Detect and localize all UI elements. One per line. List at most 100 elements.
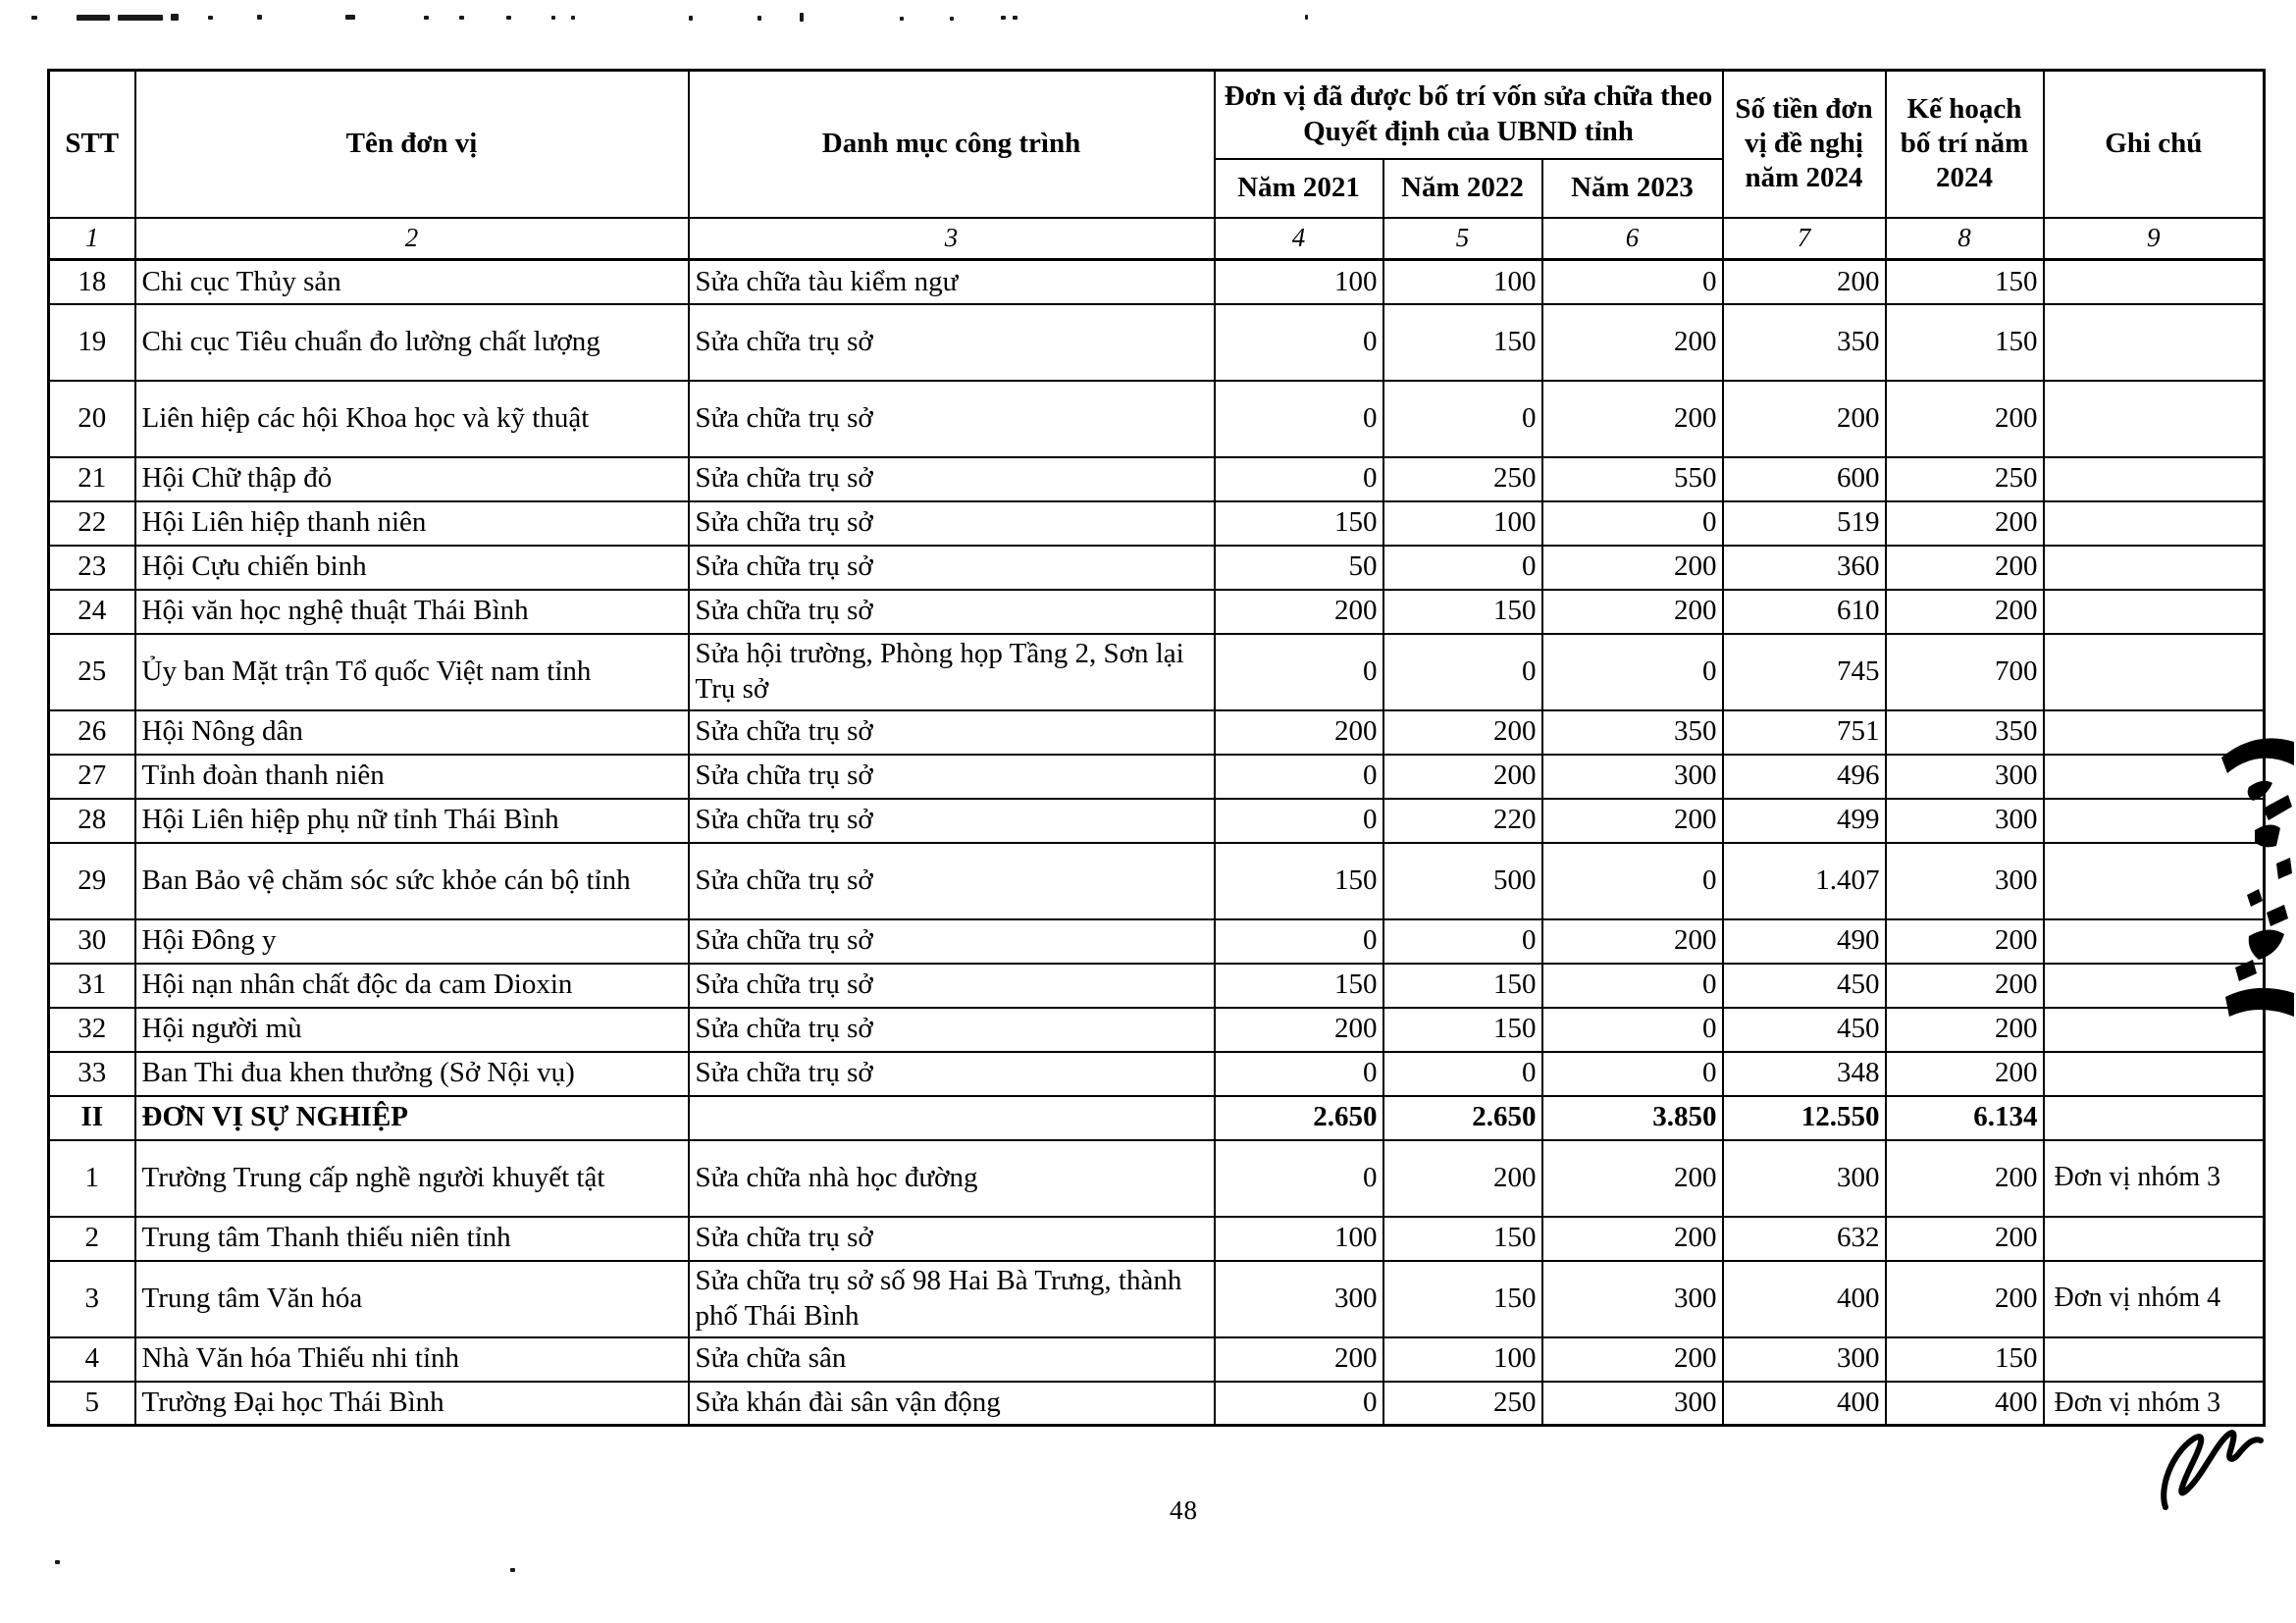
table-row: 33 Ban Thi đua khen thưởng (Sở Nội vụ) S… bbox=[47, 1050, 2266, 1097]
cell-de-nghi-2024: 496 bbox=[1721, 753, 1887, 800]
cell-de-nghi-2024: 632 bbox=[1721, 1215, 1887, 1262]
header-danh-muc: Danh mục công trình bbox=[687, 69, 1216, 219]
cell-danh-muc: Sửa chữa trụ sở bbox=[687, 588, 1216, 635]
cell-de-nghi-2024: 200 bbox=[1721, 258, 1887, 305]
cell-ke-hoach-2024: 300 bbox=[1884, 753, 2045, 800]
cell-ten-don-vi: Trung tâm Thanh thiếu niên tỉnh bbox=[133, 1215, 690, 1262]
cell-de-nghi-2024: 300 bbox=[1721, 1138, 1887, 1218]
cell-nam-2021: 200 bbox=[1213, 1006, 1384, 1053]
stamp-ink bbox=[2221, 738, 2294, 1017]
cell-stt: 30 bbox=[47, 917, 136, 965]
table-row: 25 Ủy ban Mặt trận Tổ quốc Việt nam tỉnh… bbox=[47, 632, 2266, 711]
cell-nam-2021: 0 bbox=[1213, 1050, 1384, 1097]
cell-de-nghi-2024: 745 bbox=[1721, 632, 1887, 711]
cell-stt: 23 bbox=[47, 544, 136, 591]
cell-nam-2021: 0 bbox=[1213, 632, 1384, 711]
cell-ke-hoach-2024: 400 bbox=[1884, 1380, 2045, 1427]
header-ghi-chu: Ghi chú bbox=[2042, 69, 2266, 219]
cell-nam-2022: 0 bbox=[1382, 379, 1543, 458]
budget-table: STT Tên đơn vị Danh mục công trình Đơn v… bbox=[47, 69, 2267, 1427]
cell-de-nghi-2024: 499 bbox=[1721, 797, 1887, 844]
cell-ke-hoach-2024: 200 bbox=[1884, 1215, 2045, 1262]
cell-de-nghi-2024: 360 bbox=[1721, 544, 1887, 591]
page-number: 48 bbox=[1170, 1495, 1198, 1525]
cell-ghi-chu bbox=[2042, 797, 2266, 844]
cell-danh-muc: Sửa chữa tàu kiểm ngư bbox=[687, 258, 1216, 305]
cell-nam-2022: 250 bbox=[1382, 1380, 1543, 1427]
cell-ke-hoach-2024: 300 bbox=[1884, 797, 2045, 844]
cell-nam-2023: 200 bbox=[1540, 797, 1724, 844]
cell-nam-2023: 0 bbox=[1540, 841, 1724, 920]
cell-ten-don-vi: Hội Liên hiệp phụ nữ tỉnh Thái Bình bbox=[133, 797, 690, 844]
cell-ghi-chu bbox=[2042, 708, 2266, 756]
cell-nam-2022: 0 bbox=[1382, 1050, 1543, 1097]
cell-de-nghi-2024: 751 bbox=[1721, 708, 1887, 756]
cell-nam-2021: 0 bbox=[1213, 455, 1384, 502]
cell-danh-muc: Sửa chữa trụ sở bbox=[687, 917, 1216, 965]
cell-ke-hoach-2024: 300 bbox=[1884, 841, 2045, 920]
cell-danh-muc bbox=[687, 1094, 1216, 1141]
cell-ten-don-vi: Hội văn học nghệ thuật Thái Bình bbox=[133, 588, 690, 635]
header-ke-hoach: Kế hoạch bố trí năm 2024 bbox=[1884, 69, 2045, 219]
cell-stt: 21 bbox=[47, 455, 136, 502]
cell-danh-muc: Sửa hội trường, Phòng họp Tầng 2, Sơn lạ… bbox=[687, 632, 1216, 711]
cell-ke-hoach-2024: 150 bbox=[1884, 302, 2045, 382]
cell-ghi-chu bbox=[2042, 302, 2266, 382]
cell-stt: 32 bbox=[47, 1006, 136, 1053]
cell-nam-2023: 0 bbox=[1540, 1006, 1724, 1053]
cell-nam-2021: 100 bbox=[1213, 1215, 1384, 1262]
cell-nam-2022: 150 bbox=[1382, 1259, 1543, 1338]
table-row: 20 Liên hiệp các hội Khoa học và kỹ thuậ… bbox=[47, 379, 2266, 458]
table-row: 3 Trung tâm Văn hóa Sửa chữa trụ sở số 9… bbox=[47, 1259, 2266, 1338]
cell-ke-hoach-2024: 200 bbox=[1884, 379, 2045, 458]
cell-stt: 29 bbox=[47, 841, 136, 920]
cell-nam-2021: 0 bbox=[1213, 302, 1384, 382]
cell-ke-hoach-2024: 200 bbox=[1884, 1259, 2045, 1338]
header-nam-2021: Năm 2021 bbox=[1213, 157, 1384, 219]
table-row: 19 Chi cục Tiêu chuẩn đo lường chất lượn… bbox=[47, 302, 2266, 382]
cell-nam-2021: 0 bbox=[1213, 1138, 1384, 1218]
cell-ke-hoach-2024: 6.134 bbox=[1884, 1094, 2045, 1141]
table-row: II ĐƠN VỊ SỰ NGHIỆP 2.650 2.650 3.850 12… bbox=[47, 1094, 2266, 1141]
cell-de-nghi-2024: 348 bbox=[1721, 1050, 1887, 1097]
table-row: 29 Ban Bảo vệ chăm sóc sức khỏe cán bộ t… bbox=[47, 841, 2266, 920]
cell-stt: 20 bbox=[47, 379, 136, 458]
cell-stt: 3 bbox=[47, 1259, 136, 1338]
cell-nam-2022: 200 bbox=[1382, 753, 1543, 800]
cell-stt: 2 bbox=[47, 1215, 136, 1262]
cell-nam-2023: 200 bbox=[1540, 1138, 1724, 1218]
cell-ten-don-vi: Hội nạn nhân chất độc da cam Dioxin bbox=[133, 962, 690, 1009]
cell-nam-2021: 150 bbox=[1213, 841, 1384, 920]
cell-ke-hoach-2024: 700 bbox=[1884, 632, 2045, 711]
cell-nam-2023: 200 bbox=[1540, 544, 1724, 591]
cell-ghi-chu bbox=[2042, 258, 2266, 305]
cell-danh-muc: Sửa chữa trụ sở bbox=[687, 962, 1216, 1009]
cell-danh-muc: Sửa chữa trụ sở bbox=[687, 544, 1216, 591]
cell-de-nghi-2024: 610 bbox=[1721, 588, 1887, 635]
cell-ten-don-vi: Ban Bảo vệ chăm sóc sức khỏe cán bộ tỉnh bbox=[133, 841, 690, 920]
cell-danh-muc: Sửa chữa nhà học đường bbox=[687, 1138, 1216, 1218]
cell-nam-2023: 300 bbox=[1540, 753, 1724, 800]
signature-mark bbox=[2161, 1430, 2264, 1510]
cell-nam-2023: 200 bbox=[1540, 1335, 1724, 1383]
cell-nam-2023: 550 bbox=[1540, 455, 1724, 502]
cell-ten-don-vi: Ban Thi đua khen thưởng (Sở Nội vụ) bbox=[133, 1050, 690, 1097]
cell-nam-2023: 0 bbox=[1540, 632, 1724, 711]
table-row: 30 Hội Đông y Sửa chữa trụ sở 0 0 200 49… bbox=[47, 917, 2266, 965]
cell-de-nghi-2024: 1.407 bbox=[1721, 841, 1887, 920]
cell-nam-2021: 2.650 bbox=[1213, 1094, 1384, 1141]
table-body: 18 Chi cục Thủy sản Sửa chữa tàu kiểm ng… bbox=[47, 258, 2266, 1427]
cell-ten-don-vi: Hội người mù bbox=[133, 1006, 690, 1053]
cell-ke-hoach-2024: 200 bbox=[1884, 962, 2045, 1009]
cell-nam-2021: 0 bbox=[1213, 797, 1384, 844]
cell-danh-muc: Sửa chữa trụ sở bbox=[687, 841, 1216, 920]
cell-nam-2022: 200 bbox=[1382, 1138, 1543, 1218]
cell-ten-don-vi: Tỉnh đoàn thanh niên bbox=[133, 753, 690, 800]
cell-de-nghi-2024: 400 bbox=[1721, 1380, 1887, 1427]
table-row: 27 Tỉnh đoàn thanh niên Sửa chữa trụ sở … bbox=[47, 753, 2266, 800]
cell-danh-muc: Sửa chữa trụ sở số 98 Hai Bà Trưng, thàn… bbox=[687, 1259, 1216, 1338]
cell-ten-don-vi: Ủy ban Mặt trận Tổ quốc Việt nam tỉnh bbox=[133, 632, 690, 711]
cell-ghi-chu bbox=[2042, 1050, 2266, 1097]
header-nam-2023: Năm 2023 bbox=[1540, 157, 1724, 219]
cell-danh-muc: Sửa chữa trụ sở bbox=[687, 455, 1216, 502]
